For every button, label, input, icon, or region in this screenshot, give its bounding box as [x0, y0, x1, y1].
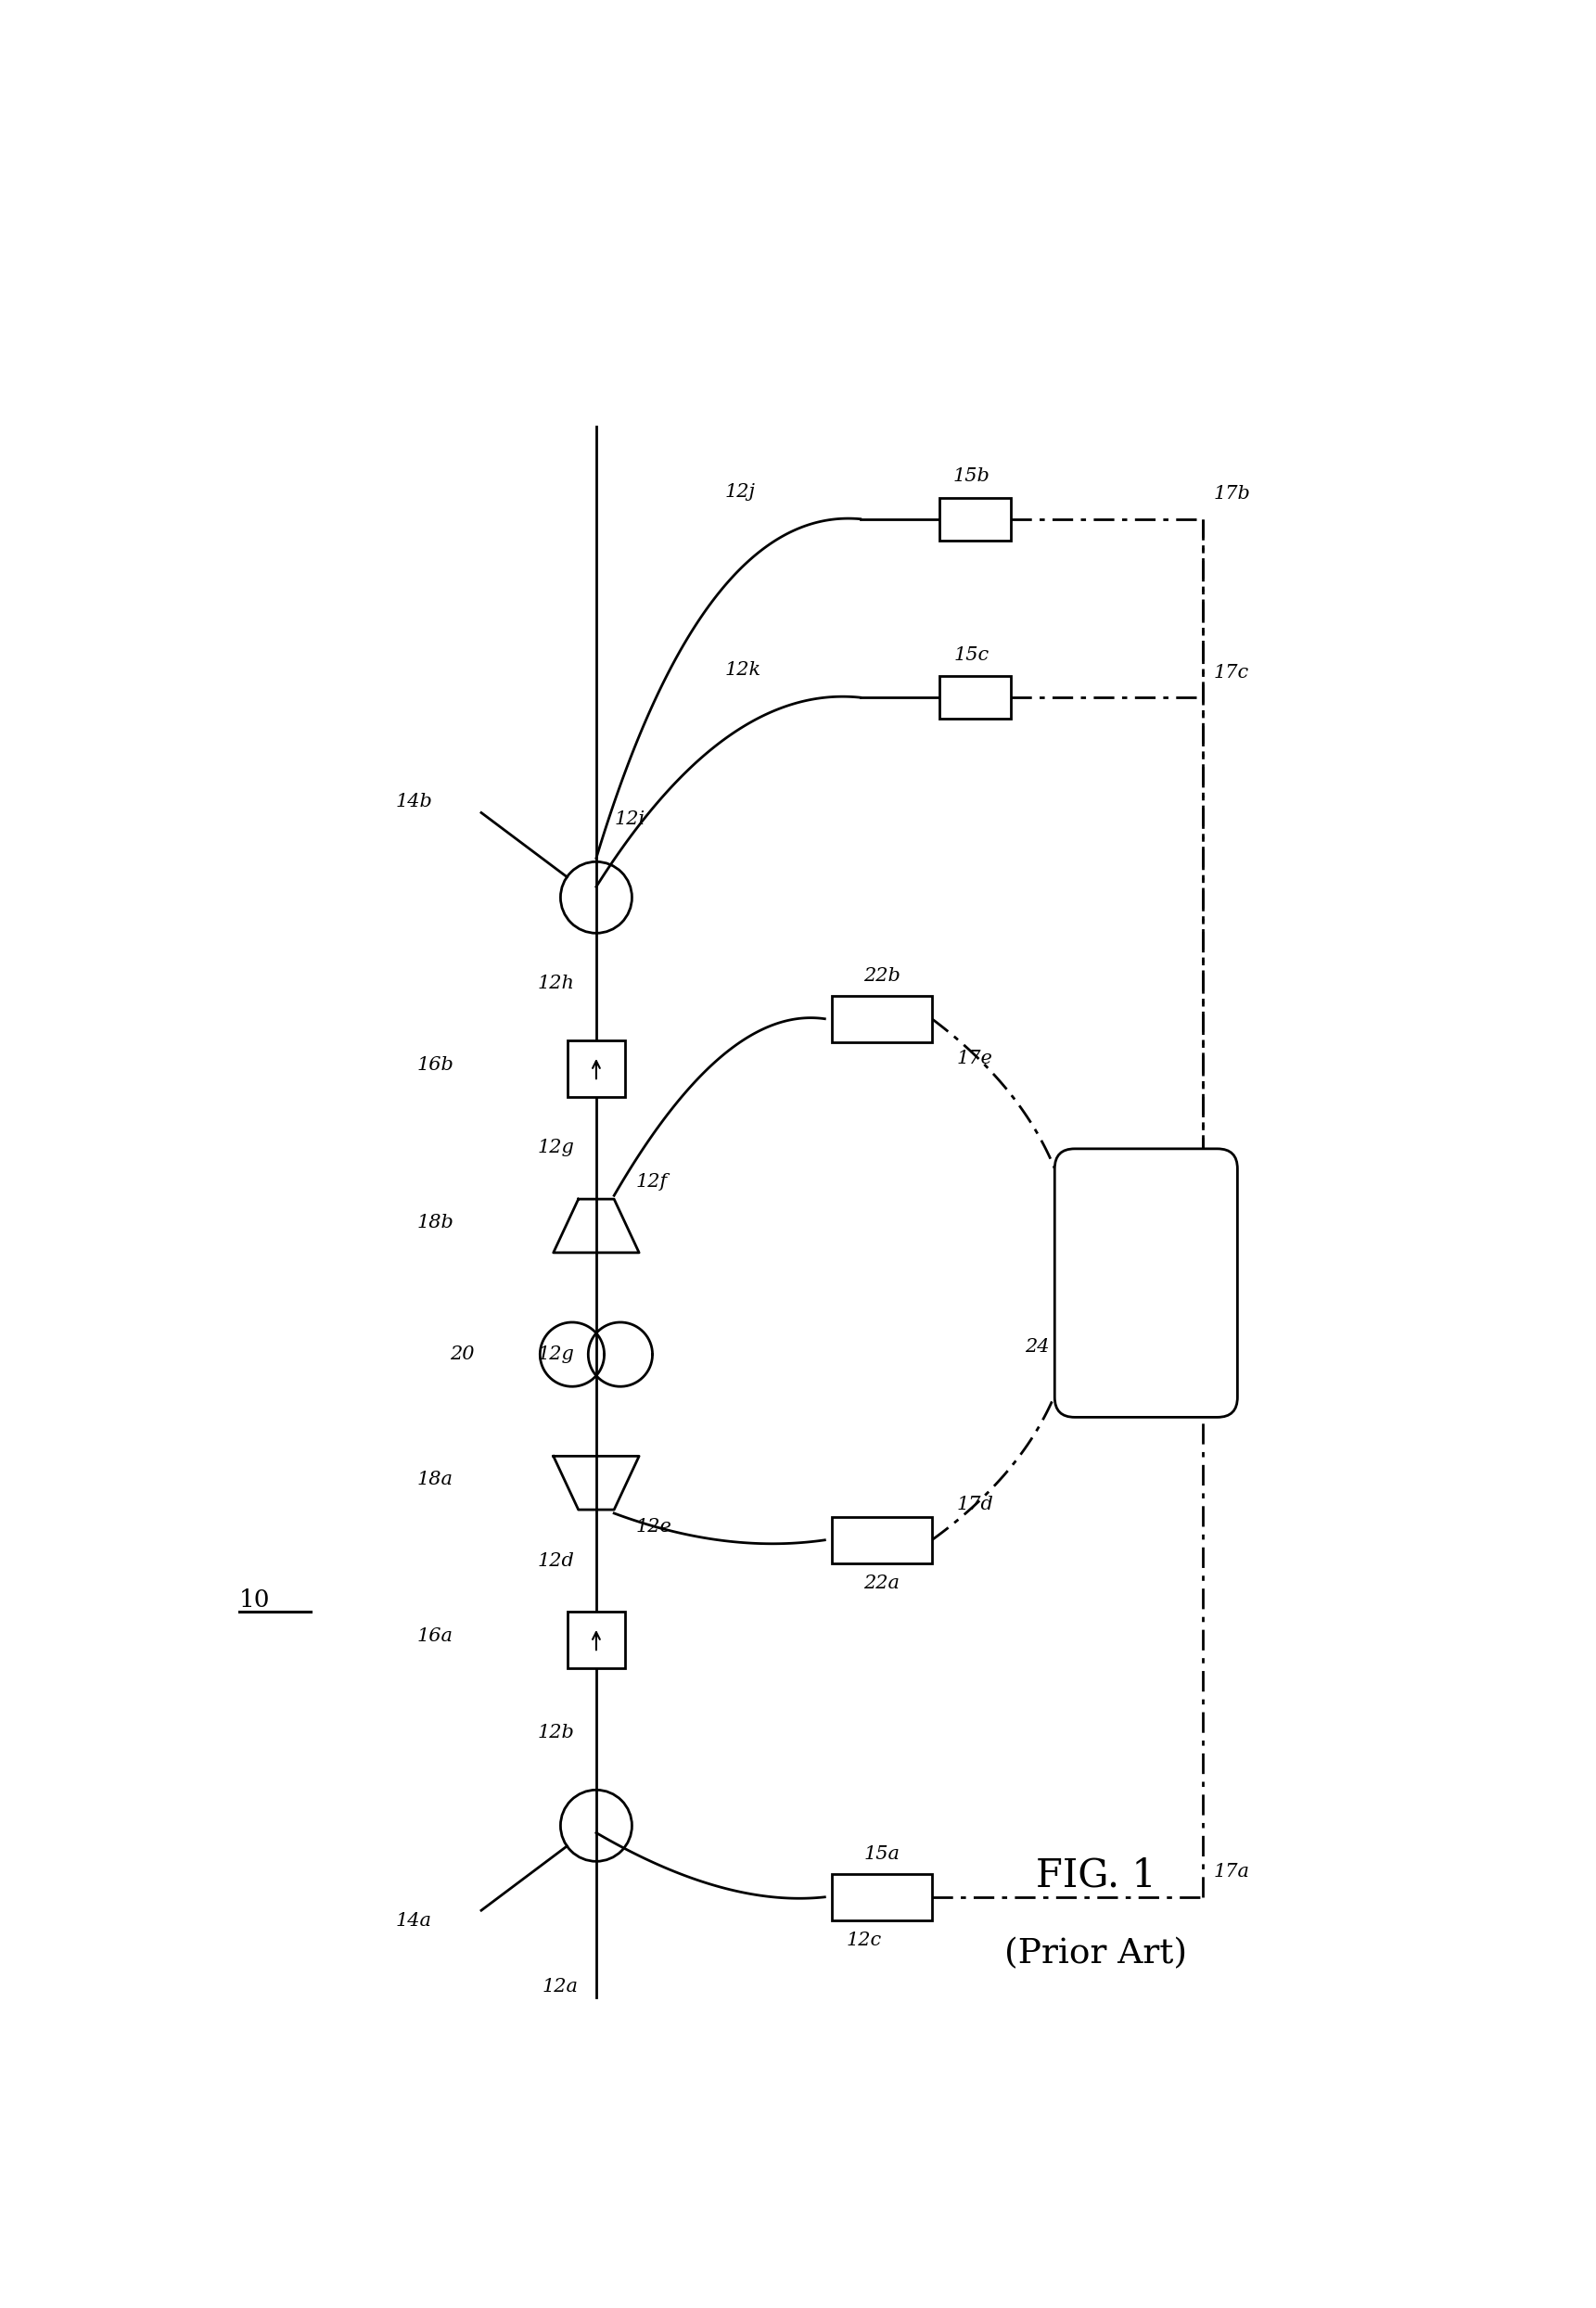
Text: 20: 20 [450, 1346, 476, 1364]
Text: 12a: 12a [543, 1978, 578, 1994]
Text: 10: 10 [239, 1588, 270, 1611]
Bar [568, 1611, 624, 1669]
Text: 12c: 12c [846, 1932, 881, 1948]
Bar [938, 499, 1010, 540]
Bar [568, 1041, 624, 1096]
Text: 15b: 15b [953, 466, 990, 485]
Text: 12g: 12g [538, 1138, 575, 1156]
Text: 17b: 17b [1215, 485, 1251, 503]
Text: 14a: 14a [396, 1913, 433, 1929]
Text: 17c: 17c [1215, 665, 1250, 681]
Text: 22b: 22b [863, 967, 900, 986]
Text: 12g: 12g [538, 1346, 575, 1364]
Text: 17d: 17d [958, 1496, 994, 1514]
Text: (Prior Art): (Prior Art) [1004, 1936, 1187, 1971]
FancyBboxPatch shape [1055, 1149, 1237, 1417]
Text: 12b: 12b [538, 1724, 575, 1743]
Text: 12e: 12e [635, 1519, 672, 1537]
Bar [832, 995, 932, 1041]
Text: 16b: 16b [417, 1057, 453, 1073]
Text: 15c: 15c [953, 646, 990, 662]
Text: 24: 24 [1025, 1339, 1050, 1357]
Text: 17a: 17a [1215, 1863, 1250, 1881]
Text: 18a: 18a [417, 1470, 453, 1489]
Text: 12j: 12j [725, 482, 755, 501]
Bar [832, 1516, 932, 1563]
Text: 12f: 12f [635, 1172, 667, 1191]
Text: 12h: 12h [538, 974, 575, 992]
Text: 12d: 12d [538, 1553, 575, 1569]
Text: 22a: 22a [863, 1574, 900, 1593]
Bar [832, 1874, 932, 1920]
Text: FIG. 1: FIG. 1 [1036, 1856, 1156, 1895]
Text: 14b: 14b [396, 794, 433, 810]
Text: 17e: 17e [958, 1050, 993, 1066]
Bar [938, 676, 1010, 718]
Text: 16a: 16a [417, 1627, 453, 1646]
Text: 12k: 12k [725, 662, 761, 679]
Text: 15a: 15a [863, 1846, 900, 1863]
Text: 12i: 12i [614, 810, 645, 829]
Text: 18b: 18b [417, 1214, 453, 1230]
